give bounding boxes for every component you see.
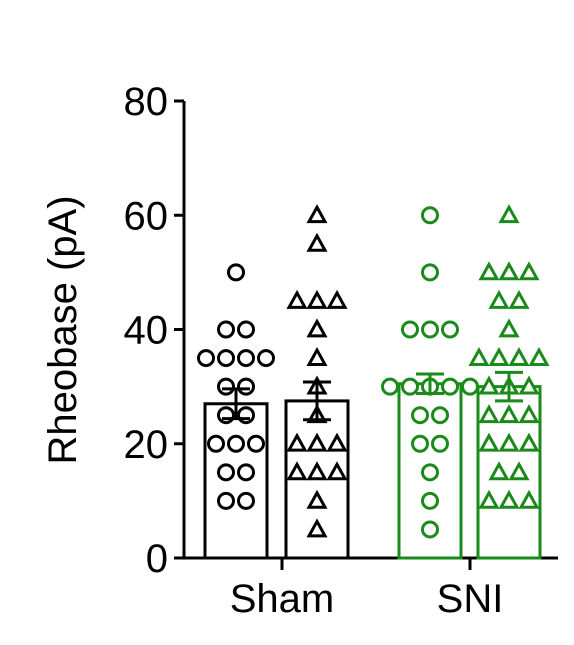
data-point [508, 346, 530, 366]
data-point [488, 461, 510, 481]
data-point [217, 406, 235, 425]
data-point [518, 432, 540, 452]
data-point [421, 206, 439, 225]
data-point [217, 463, 235, 482]
data-point [498, 261, 520, 281]
data-point [306, 432, 328, 452]
data-points [197, 204, 550, 539]
data-point [197, 349, 215, 368]
data-point [257, 349, 275, 368]
data-point [518, 375, 540, 395]
data-point [421, 520, 439, 539]
data-point [498, 432, 520, 452]
error-bars [222, 370, 523, 422]
data-point [286, 432, 308, 452]
y-tick-label: 20 [124, 423, 169, 467]
data-point [227, 434, 245, 453]
data-point [498, 404, 520, 424]
data-point [431, 434, 449, 453]
data-point [518, 489, 540, 509]
data-point [237, 320, 255, 339]
data-point [461, 377, 479, 396]
y-axis-title: Rheobase (pA) [41, 195, 85, 464]
data-point [306, 461, 328, 481]
data-point [227, 263, 245, 282]
data-point [401, 320, 419, 339]
data-point [306, 489, 328, 509]
data-point [306, 518, 328, 538]
category-labels: Sham SNI [230, 577, 504, 621]
data-point [421, 463, 439, 482]
y-tick-label: 0 [146, 537, 168, 581]
data-point [498, 489, 520, 509]
data-point [217, 491, 235, 510]
data-point [421, 491, 439, 510]
category-label-sham: Sham [230, 577, 335, 621]
data-point [411, 406, 429, 425]
data-point [237, 491, 255, 510]
category-label-sni: SNI [437, 577, 504, 621]
y-tick-label: 60 [124, 194, 169, 238]
data-point [306, 289, 328, 309]
data-point [326, 289, 348, 309]
data-point [478, 404, 500, 424]
data-point [468, 346, 490, 366]
data-point [237, 463, 255, 482]
data-point [326, 461, 348, 481]
data-point [237, 406, 255, 425]
data-point [498, 204, 520, 224]
data-point [441, 377, 459, 396]
data-point [286, 461, 308, 481]
data-point [478, 261, 500, 281]
data-point [306, 346, 328, 366]
y-axis: 0 20 40 60 80 [124, 80, 186, 581]
data-point [306, 318, 328, 338]
y-tick-label: 40 [124, 309, 169, 353]
data-point [528, 346, 550, 366]
data-point [478, 489, 500, 509]
data-point [421, 263, 439, 282]
data-point [237, 349, 255, 368]
bar-sham-circle [203, 402, 269, 560]
data-point [286, 289, 308, 309]
data-point [518, 404, 540, 424]
data-point [217, 349, 235, 368]
data-point [207, 434, 225, 453]
data-point [488, 346, 510, 366]
data-point [478, 375, 500, 395]
x-axis [174, 556, 558, 570]
data-point [247, 434, 265, 453]
data-point [237, 377, 255, 396]
data-point [441, 320, 459, 339]
data-point [478, 432, 500, 452]
data-point [401, 377, 419, 396]
data-point [381, 377, 399, 396]
data-point [488, 289, 510, 309]
data-point [508, 289, 530, 309]
data-point [217, 320, 235, 339]
data-point [498, 318, 520, 338]
data-point [508, 461, 530, 481]
data-point [421, 320, 439, 339]
data-point [518, 261, 540, 281]
y-tick-label: 80 [124, 80, 169, 124]
data-point [306, 232, 328, 252]
data-point [217, 377, 235, 396]
data-point [326, 432, 348, 452]
data-point [411, 434, 429, 453]
data-point [306, 204, 328, 224]
data-point [431, 406, 449, 425]
